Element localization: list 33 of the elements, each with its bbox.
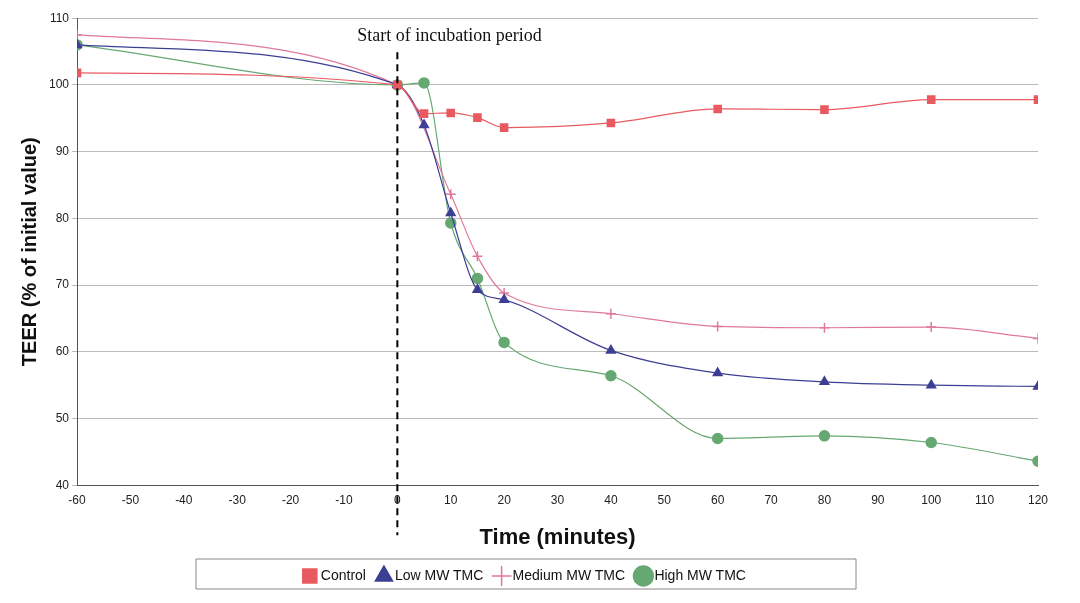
ref-line-label: Start of incubation period: [357, 24, 542, 45]
y-axis-title: TEER (% of initial value): [17, 137, 40, 367]
y-tick-label: 110: [49, 10, 70, 25]
legend-label: Medium MW TMC: [512, 566, 626, 583]
x-tick-label: -50: [121, 492, 140, 507]
x-tick-label: 110: [975, 492, 995, 507]
x-tick-label: 70: [764, 492, 779, 507]
x-tick-label: -30: [228, 492, 247, 507]
x-tick-label: 30: [550, 492, 565, 507]
x-tick-label: 50: [657, 492, 672, 507]
x-tick-label: 100: [921, 492, 942, 507]
x-tick-label: 10: [444, 492, 458, 507]
y-tick-label: 50: [55, 410, 70, 425]
x-tick-label: 20: [497, 492, 512, 507]
y-tick-label: 60: [55, 344, 70, 359]
x-tick-label: -60: [68, 492, 87, 507]
x-tick-label: -20: [281, 492, 300, 507]
y-tick-label: 100: [48, 77, 70, 92]
x-tick-label: 40: [604, 492, 618, 507]
y-tick-label: 40: [55, 477, 70, 492]
x-tick-label: 80: [817, 492, 832, 507]
y-tick-label: 70: [55, 277, 70, 292]
legend-label: Low MW TMC: [394, 566, 484, 583]
x-tick-label: -10: [335, 492, 353, 507]
x-tick-label: 60: [710, 492, 725, 507]
y-tick-label: 80: [55, 210, 70, 225]
legend-label: Control: [320, 566, 366, 583]
x-tick-label: 120: [1027, 492, 1049, 507]
x-axis-title: Time (minutes): [479, 523, 636, 549]
y-tick-label: 90: [55, 143, 70, 158]
legend-label: High MW TMC: [654, 566, 746, 583]
x-tick-label: -40: [175, 492, 193, 507]
x-tick-label: 90: [871, 492, 885, 507]
